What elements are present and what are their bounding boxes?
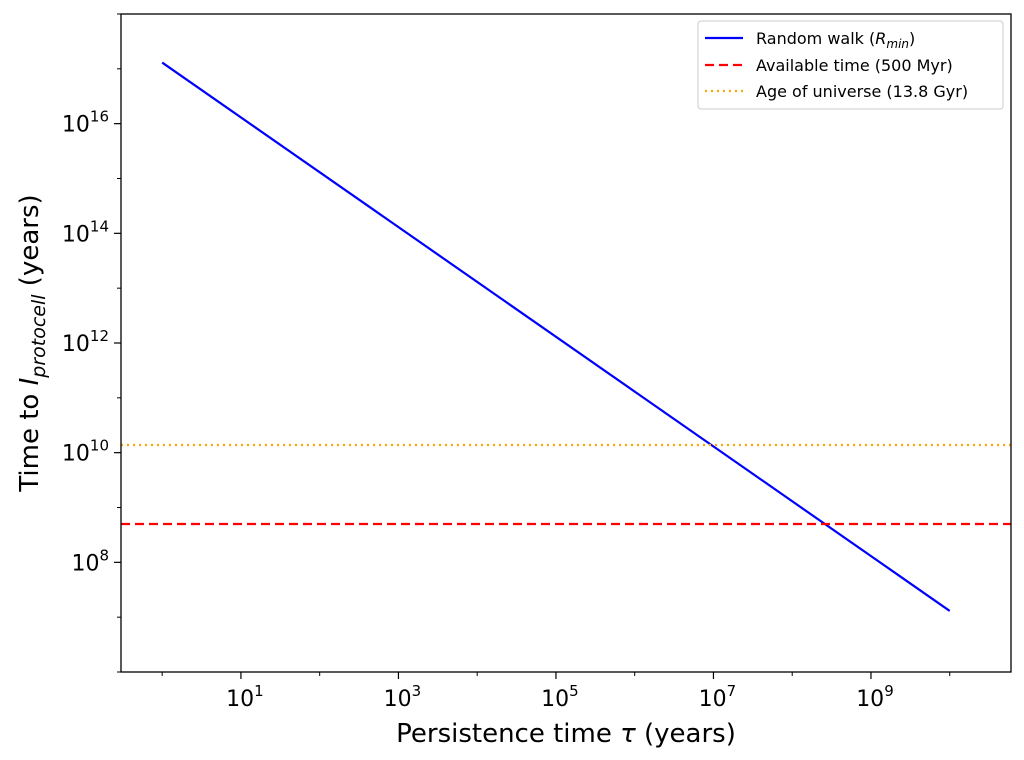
legend-label-random-walk: Random walk (Rmin) bbox=[756, 29, 915, 51]
ticks-layer: 101 103 105 107 109 108 1010 1012 1014 1016 bbox=[62, 13, 951, 712]
y-axis-label: Time to Iprotocell (years) bbox=[15, 194, 50, 492]
x-tick-label-2: 105 bbox=[541, 682, 579, 712]
legend: Random walk (Rmin) Available time (500 M… bbox=[697, 20, 1004, 110]
y-tick-label-3: 1014 bbox=[62, 217, 109, 247]
y-tick-label-4: 1016 bbox=[62, 108, 109, 138]
legend-label-age-of-universe: Age of universe (13.8 Gyr) bbox=[756, 82, 968, 101]
x-axis-label: Persistence time τ (years) bbox=[396, 719, 736, 749]
legend-box bbox=[697, 20, 1004, 110]
y-tick-label-2: 1012 bbox=[62, 327, 109, 357]
series-layer bbox=[121, 61, 1011, 612]
x-tick-label-3: 107 bbox=[699, 682, 737, 712]
legend-label-available-time: Available time (500 Myr) bbox=[756, 56, 953, 75]
y-tick-label-1: 1010 bbox=[62, 437, 109, 467]
series-line-0 bbox=[161, 61, 951, 612]
x-tick-label-4: 109 bbox=[856, 682, 894, 712]
x-tick-label-1: 103 bbox=[384, 682, 422, 712]
y-tick-label-0: 108 bbox=[71, 546, 109, 576]
x-tick-label-0: 101 bbox=[226, 682, 264, 712]
